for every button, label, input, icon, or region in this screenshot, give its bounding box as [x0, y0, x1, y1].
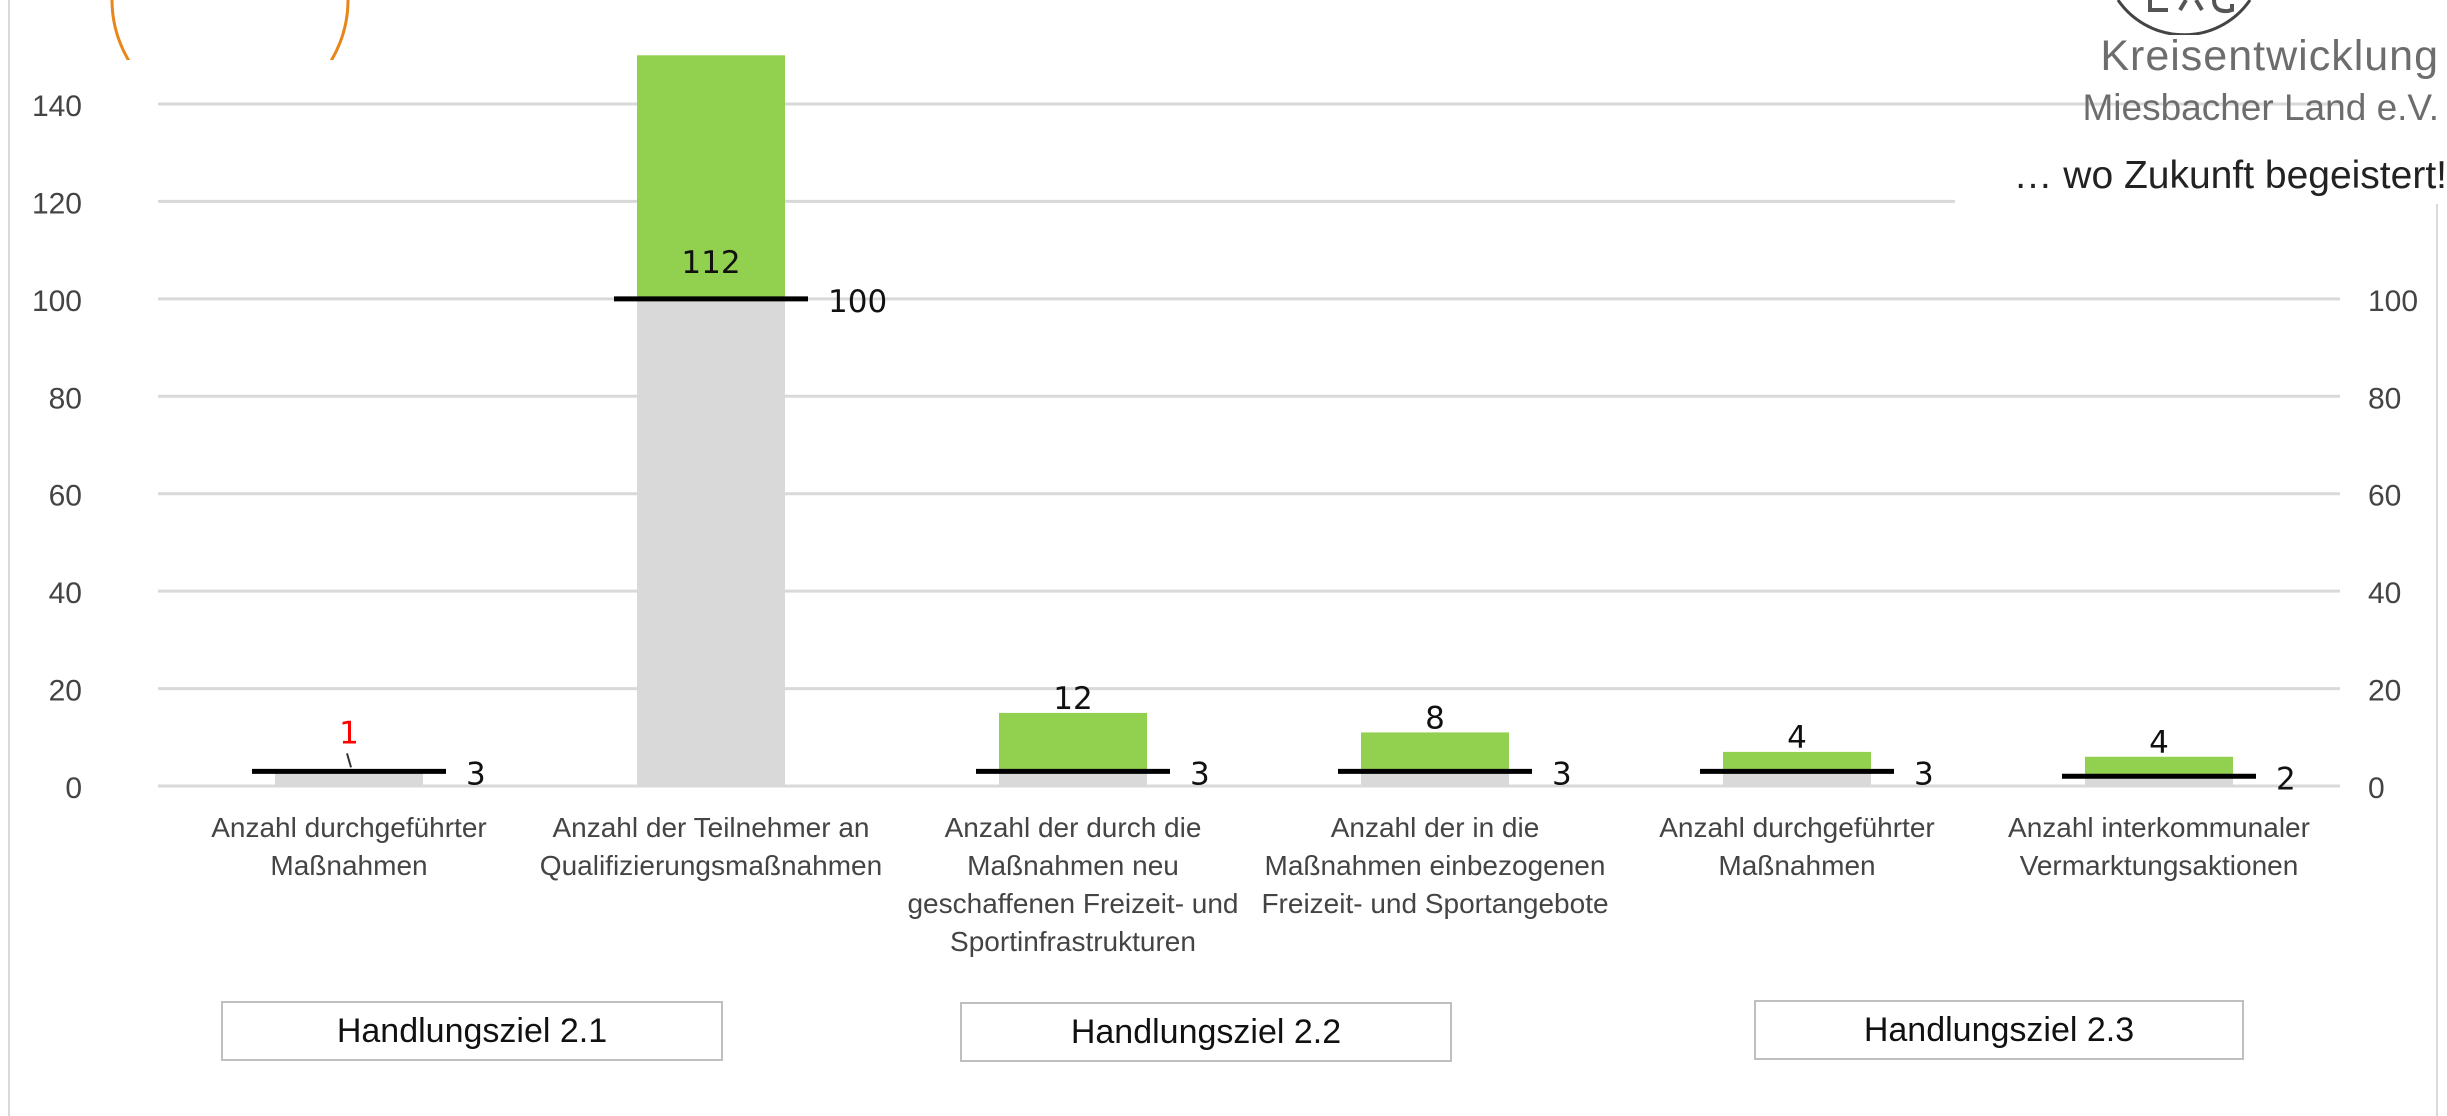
category-label: Maßnahmen neu [967, 850, 1179, 881]
target-value-label: 3 [1552, 756, 1572, 792]
y-tick-label-right: 0 [2368, 772, 2385, 805]
y-tick-label-left: 100 [32, 285, 82, 318]
bar-actual-segment [637, 55, 785, 299]
category-label: geschaffenen Freizeit- und [907, 888, 1238, 919]
bar-target-segment [637, 298, 785, 786]
bar-actual-segment [2085, 756, 2233, 777]
target-value-label: 100 [828, 284, 887, 320]
category-label: Vermarktungsaktionen [2020, 850, 2299, 881]
tagline-box: … wo Zukunft begeistert! [1955, 148, 2447, 204]
goal-box-2-3: Handlungsziel 2.3 [1754, 1000, 2244, 1060]
goal-label: Handlungsziel 2.3 [1863, 1010, 2135, 1049]
y-tick-label-right: 100 [2368, 285, 2418, 318]
category-label: Maßnahmen einbezogenen [1265, 850, 1606, 881]
org-name-line1: Kreisentwicklung [2100, 32, 2439, 80]
grid-lines [158, 102, 2340, 788]
category-label: Qualifizierungsmaßnahmen [540, 850, 882, 881]
bars [275, 55, 2233, 786]
data-labels: 3 1 100 112 3 12 3 8 3 4 2 4 [339, 245, 2296, 797]
target-value-label: 3 [466, 756, 486, 792]
target-value-label: 3 [1914, 756, 1934, 792]
y-tick-label-left: 20 [49, 675, 82, 708]
bar-target-segment [999, 771, 1147, 786]
goal-label: Handlungsziel 2.2 [1070, 1012, 1342, 1051]
y-tick-label-left: 0 [65, 772, 82, 805]
category-label: Freizeit- und Sportangebote [1261, 888, 1608, 919]
chart-frame-left [8, 0, 10, 1116]
bar-actual-segment [1723, 751, 1871, 772]
category-label: Anzahl der Teilnehmer an [552, 812, 869, 843]
actual-value-label: 4 [2149, 725, 2169, 761]
actual-value-label: 8 [1425, 700, 1445, 736]
y-tick-label-left: 120 [32, 187, 82, 220]
organization-name: Kreisentwicklung Miesbacher Land e.V. [2082, 30, 2439, 134]
bar-target-segment [1361, 771, 1509, 786]
category-label: Anzahl der in die [1331, 812, 1540, 843]
category-label: Maßnahmen [1718, 850, 1875, 881]
bar-actual-segment [1361, 732, 1509, 772]
category-label: Anzahl der durch die [945, 812, 1202, 843]
target-lines [252, 296, 2256, 779]
category-label: Anzahl durchgeführter [1659, 812, 1935, 843]
goal-box-2-1: Handlungsziel 2.1 [221, 1001, 723, 1061]
goal-box-2-2: Handlungsziel 2.2 [960, 1002, 1452, 1062]
goal-label: Handlungsziel 2.1 [336, 1011, 608, 1050]
actual-value-label: 1 [339, 715, 359, 751]
bar-target-segment [1723, 771, 1871, 786]
y-tick-label-left: 80 [49, 382, 82, 415]
category-label: Sportinfrastrukturen [950, 926, 1196, 957]
actual-value-label: 112 [681, 245, 740, 281]
label-leader-line [346, 753, 352, 768]
category-label: Anzahl interkommunaler [2008, 812, 2310, 843]
y-tick-label-right: 80 [2368, 382, 2401, 415]
category-label: Anzahl durchgeführter [211, 812, 487, 843]
actual-value-label: 12 [1053, 681, 1092, 717]
orange-circle-logo [110, 0, 350, 60]
bar-target-segment [275, 771, 423, 786]
target-value-label: 2 [2276, 761, 2296, 797]
y-tick-label-right: 40 [2368, 577, 2401, 610]
category-label: Maßnahmen [270, 850, 427, 881]
axis-labels: 0 20 40 60 80 100 120 140 0 20 40 60 80 100 Anzahl dur… [32, 90, 2418, 957]
y-tick-label-left: 60 [49, 480, 82, 513]
y-tick-label-left: 40 [49, 577, 82, 610]
bar-target-segment [2085, 776, 2233, 786]
actual-value-label: 4 [1787, 720, 1807, 756]
chart-frame-right [2436, 165, 2438, 1116]
y-tick-label-right: 20 [2368, 675, 2401, 708]
y-tick-label-right: 60 [2368, 480, 2401, 513]
bar-actual-segment [999, 712, 1147, 772]
y-tick-label-left: 140 [32, 90, 82, 123]
tagline: … wo Zukunft begeistert! [2013, 154, 2447, 197]
lag-logo [2116, 0, 2252, 35]
target-value-label: 3 [1190, 756, 1210, 792]
org-name-line2: Miesbacher Land e.V. [2082, 87, 2439, 128]
